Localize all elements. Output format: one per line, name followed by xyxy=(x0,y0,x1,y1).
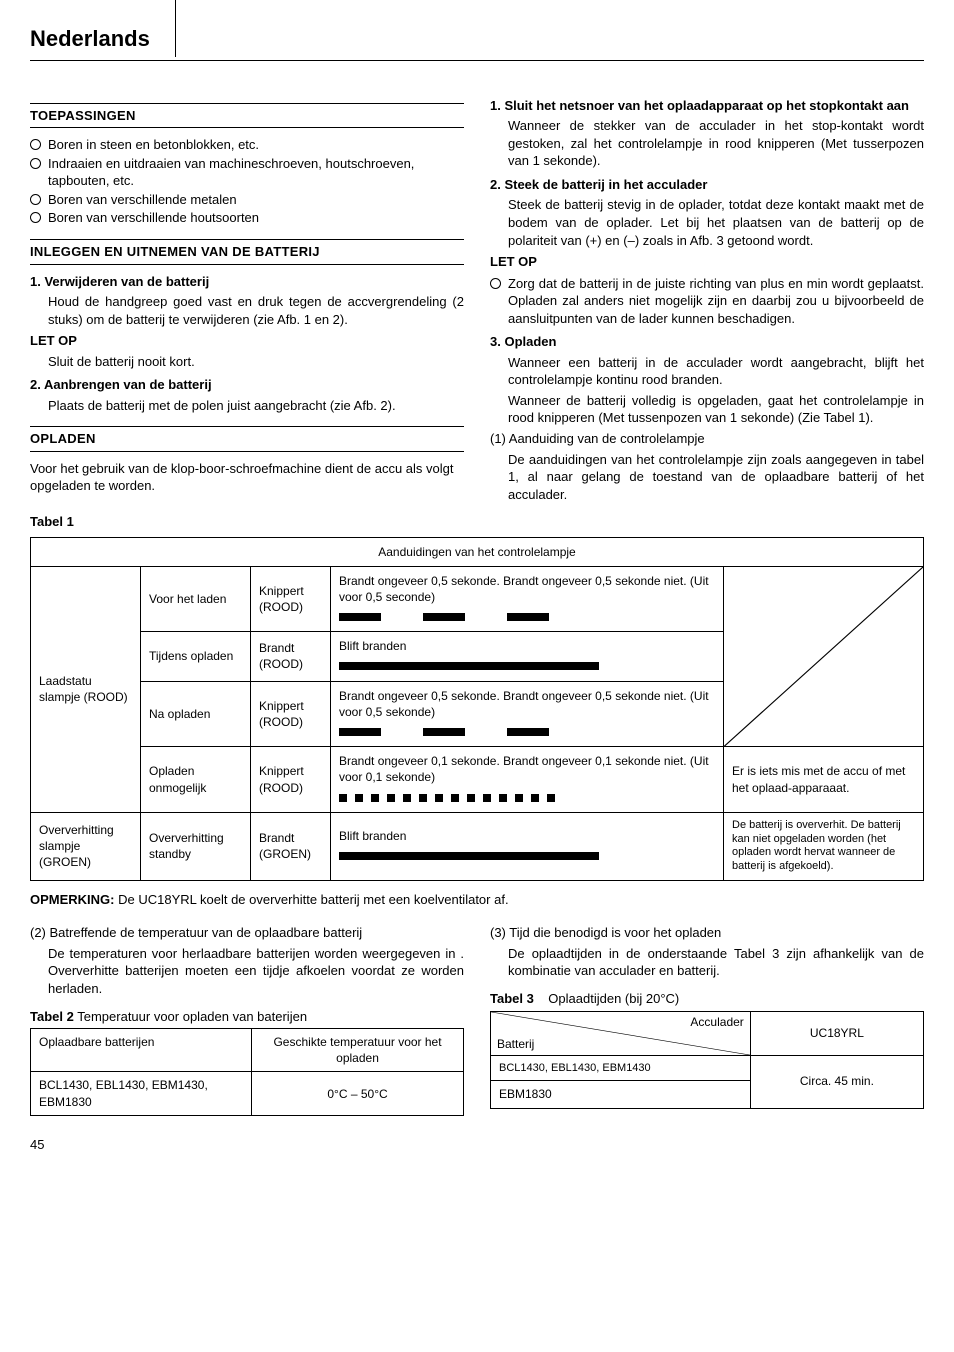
right-column: 1. Sluit het netsnoer van het oplaadappa… xyxy=(490,91,924,537)
battery-insert-body: Plaats de batterij met de polen juist aa… xyxy=(30,397,464,415)
table3: Acculader Batterij UC18YRL BCL1430, EBL1… xyxy=(490,1011,924,1109)
table-cell: 0°C – 50°C xyxy=(252,1072,464,1115)
table1: Aanduidingen van het controlelampje Laad… xyxy=(30,537,924,881)
note-text: De UC18YRL koelt de oververhitte batteri… xyxy=(115,892,509,907)
table-cell: Er is iets mis met de accu of met het op… xyxy=(724,747,924,813)
solid-pattern-icon xyxy=(339,658,715,674)
bottom-left-column: (2) Batreffende de temperatuur van de op… xyxy=(30,924,464,1115)
table2-title: Temperatuur voor opladen van baterijen xyxy=(77,1009,307,1024)
step2-body: Steek de batterij stevig in de oplader, … xyxy=(490,196,924,249)
heading-applications: TOEPASSINGEN xyxy=(30,103,464,129)
sub1-title: (1) Aanduiding van de controlelampje xyxy=(490,430,924,448)
table-cell: Knippert (ROOD) xyxy=(251,681,331,747)
step1-title: 1. Sluit het netsnoer van het oplaadappa… xyxy=(490,97,924,115)
table-cell: Voor het laden xyxy=(141,566,251,632)
table-cell: Tijdens opladen xyxy=(141,632,251,681)
table-cell: Oververhitting standby xyxy=(141,812,251,880)
blink-pattern-icon xyxy=(339,724,715,740)
sub3-title: (3) Tijd die benodigd is voor het oplade… xyxy=(490,924,924,942)
table-cell: Brandt ongeveer 0,5 sekonde. Brandt onge… xyxy=(331,566,724,632)
table1-rowgroup-label: Oververhitting slampje (GROEN) xyxy=(31,812,141,880)
step3-title: 3. Opladen xyxy=(490,333,924,351)
list-item: Indraaien en uitdraaien van machineschro… xyxy=(30,155,464,190)
cell-text: Brandt ongeveer 0,5 sekonde. Brandt onge… xyxy=(339,574,709,604)
table1-label: Tabel 1 xyxy=(30,513,464,531)
table2-label: Tabel 2 xyxy=(30,1009,74,1024)
list-item: Zorg dat de batterij in de juiste richti… xyxy=(490,275,924,328)
table-cell: Brandt ongeveer 0,1 sekonde. Brandt onge… xyxy=(331,747,724,813)
warning-label: LET OP xyxy=(490,253,924,271)
table-cell: Na opladen xyxy=(141,681,251,747)
bottom-columns: (2) Batreffende de temperatuur van de op… xyxy=(30,924,924,1115)
main-columns: TOEPASSINGEN Boren in steen en betonblok… xyxy=(30,91,924,537)
cell-text: Brandt ongeveer 0,1 sekonde. Brandt onge… xyxy=(339,754,709,784)
table1-rowgroup-label: Laadstatu slampje (ROOD) xyxy=(31,566,141,812)
warning-list: Zorg dat de batterij in de juiste richti… xyxy=(490,275,924,328)
table-cell-empty xyxy=(724,566,924,747)
heading-battery: INLEGGEN EN UITNEMEN VAN DE BATTERIJ xyxy=(30,239,464,265)
charge-intro: Voor het gebruik van de klop-boor-schroe… xyxy=(30,460,464,495)
page-number: 45 xyxy=(30,1136,924,1154)
list-item: Boren van verschillende houtsoorten xyxy=(30,209,464,227)
table-header: Geschikte temperatuur voor het opladen xyxy=(252,1029,464,1072)
diag-top-label: Acculader xyxy=(690,1014,743,1030)
applications-list: Boren in steen en betonblokken, etc. Ind… xyxy=(30,136,464,227)
sub1-body: De aanduidingen van het controlelampje z… xyxy=(490,451,924,504)
battery-insert-title: 2. Aanbrengen van de batterij xyxy=(30,376,464,394)
warning-body: Sluit de batterij nooit kort. xyxy=(30,353,464,371)
table-cell: Blift branden xyxy=(331,812,724,880)
table-cell: Brandt ongeveer 0,5 sekonde. Brandt onge… xyxy=(331,681,724,747)
table2: Oplaadbare batterijen Geschikte temperat… xyxy=(30,1028,464,1116)
table3-label: Tabel 3 xyxy=(490,991,534,1006)
table-header: UC18YRL xyxy=(750,1011,923,1055)
table1-header: Aanduidingen van het controlelampje xyxy=(31,537,924,566)
table-cell: Knippert (ROOD) xyxy=(251,566,331,632)
list-item: Boren van verschillende metalen xyxy=(30,191,464,209)
heading-charge: OPLADEN xyxy=(30,426,464,452)
sub3-body: De oplaadtijden in de onderstaande Tabel… xyxy=(490,945,924,980)
step3-body2: Wanneer de batterij volledig is opgelade… xyxy=(490,392,924,427)
sub2-body: De temperaturen voor herlaadbare batteri… xyxy=(30,945,464,998)
table-cell: BCL1430, EBL1430, EBM1430 xyxy=(491,1055,751,1081)
blink-pattern-icon xyxy=(339,609,715,625)
step1-body: Wanneer de stekker van de acculader in h… xyxy=(490,117,924,170)
table-cell: Blift branden xyxy=(331,632,724,681)
table-cell: Circa. 45 min. xyxy=(750,1055,923,1108)
table3-title: Oplaadtijden (bij 20°C) xyxy=(548,991,679,1006)
table-cell: Knippert (ROOD) xyxy=(251,747,331,813)
step2-title: 2. Steek de batterij in het acculader xyxy=(490,176,924,194)
table3-diagonal-header: Acculader Batterij xyxy=(491,1011,751,1055)
diag-bot-label: Batterij xyxy=(497,1036,534,1052)
step3-body1: Wanneer een batterij in de acculader wor… xyxy=(490,354,924,389)
warning-label: LET OP xyxy=(30,332,464,350)
list-item: Boren in steen en betonblokken, etc. xyxy=(30,136,464,154)
table-header: Oplaadbare batterijen xyxy=(31,1029,252,1072)
fast-blink-pattern-icon xyxy=(339,790,715,806)
battery-remove-body: Houd de handgreep goed vast en druk tege… xyxy=(30,293,464,328)
table-cell: EBM1830 xyxy=(491,1081,751,1108)
table-cell: Opladen onmogelijk xyxy=(141,747,251,813)
cell-text: Blift branden xyxy=(339,639,406,653)
table-cell: De batterij is oververhit. De batterij k… xyxy=(724,812,924,880)
cell-text: Blift branden xyxy=(339,829,406,843)
sub2-title: (2) Batreffende de temperatuur van de op… xyxy=(30,924,464,942)
cell-text: Brandt ongeveer 0,5 sekonde. Brandt onge… xyxy=(339,689,709,719)
solid-pattern-icon xyxy=(339,848,715,864)
battery-remove-title: 1. Verwijderen van de batterij xyxy=(30,273,464,291)
table-cell: Brandt (GROEN) xyxy=(251,812,331,880)
page-title: Nederlands xyxy=(30,24,924,61)
table2-caption: Tabel 2 Temperatuur voor opladen van bat… xyxy=(30,1008,464,1026)
note-prefix: OPMERKING: xyxy=(30,892,115,907)
table-cell: BCL1430, EBL1430, EBM1430, EBM1830 xyxy=(31,1072,252,1115)
table3-caption: Tabel 3 Oplaadtijden (bij 20°C) xyxy=(490,990,924,1008)
bottom-right-column: (3) Tijd die benodigd is voor het oplade… xyxy=(490,924,924,1115)
note-row: OPMERKING: De UC18YRL koelt de oververhi… xyxy=(30,891,924,909)
table-cell: Brandt (ROOD) xyxy=(251,632,331,681)
left-column: TOEPASSINGEN Boren in steen en betonblok… xyxy=(30,91,464,537)
